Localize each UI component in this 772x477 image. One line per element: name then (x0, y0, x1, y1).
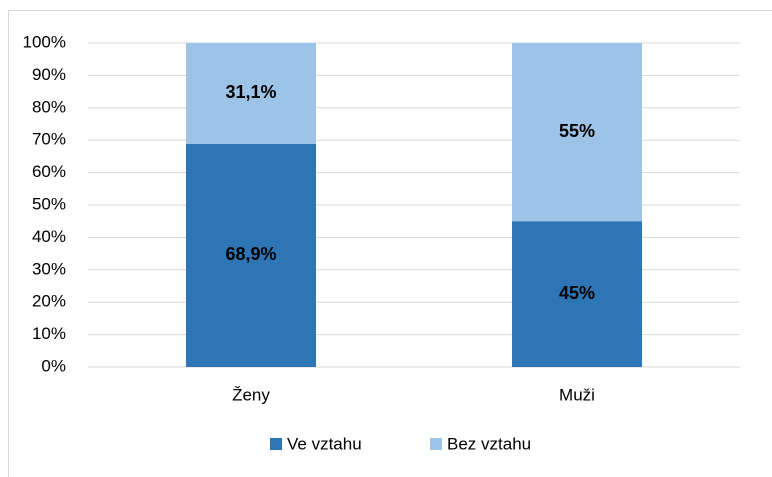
x-tick-label: Ženy (232, 385, 270, 404)
legend-swatch (270, 438, 282, 450)
y-tick-label: 60% (32, 162, 66, 181)
y-tick-label: 90% (32, 65, 66, 84)
bar-segment (512, 221, 642, 367)
data-label: 45% (559, 283, 595, 303)
bar-segment (512, 43, 642, 222)
data-label: 68,9% (225, 244, 276, 264)
legend-label: Bez vztahu (447, 434, 531, 453)
bar-segment (186, 43, 316, 144)
y-tick-label: 10% (32, 324, 66, 343)
y-tick-label: 80% (32, 97, 66, 116)
legend-swatch (430, 438, 442, 450)
y-tick-label: 50% (32, 194, 66, 213)
data-label: 31,1% (225, 82, 276, 102)
y-tick-label: 30% (32, 259, 66, 278)
y-tick-label: 70% (32, 130, 66, 149)
y-tick-label: 100% (23, 32, 66, 51)
chart-border (8, 10, 772, 477)
legend-label: Ve vztahu (287, 434, 362, 453)
data-label: 55% (559, 121, 595, 141)
y-tick-label: 40% (32, 227, 66, 246)
x-tick-label: Muži (559, 385, 595, 404)
y-tick-label: 0% (41, 356, 66, 375)
bar-segment (186, 143, 316, 367)
y-tick-label: 20% (32, 292, 66, 311)
